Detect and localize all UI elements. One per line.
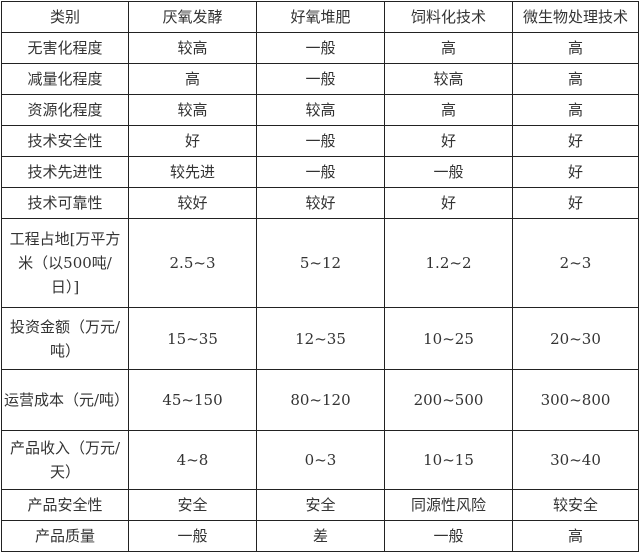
- table-row: 无害化程度 较高 一般高高: [1, 32, 639, 64]
- row-label: 减量化程度: [1, 63, 129, 95]
- table-cell: 2.5~3: [128, 218, 257, 308]
- table-cell: 5~12: [256, 218, 385, 308]
- table-cell: 高: [384, 94, 513, 126]
- table-cell: 一般: [384, 156, 513, 188]
- table-row: 技术可靠性 较好 较好好好: [1, 187, 639, 219]
- table-row: 产品安全性 安全 安全 同源性风险 较安全: [1, 489, 639, 521]
- table-cell: 安全: [256, 489, 385, 521]
- row-label: 技术先进性: [1, 156, 129, 188]
- table-cell: 20~30: [512, 307, 639, 370]
- table-cell: 好: [384, 187, 513, 219]
- table-cell: 15~35: [128, 307, 257, 370]
- table-cell: 一般: [384, 520, 513, 552]
- table-cell: 45~150: [128, 369, 257, 431]
- table-cell: 1.2~2: [384, 218, 513, 308]
- table-cell: 12~35: [256, 307, 385, 370]
- table-row: 产品收入（万元/天） 4~8 0~3 10~15 30~40: [1, 430, 639, 490]
- table-cell: 一般: [256, 63, 385, 95]
- row-label: 无害化程度: [1, 32, 129, 64]
- table-cell: 高: [512, 94, 639, 126]
- table-cell: 0~3: [256, 430, 385, 490]
- table-row: 资源化程度 较高 较高高高: [1, 94, 639, 126]
- table-cell: 一般: [128, 520, 257, 552]
- table-cell: 30~40: [512, 430, 639, 490]
- table-cell: 高: [128, 63, 257, 95]
- header-cell: 饲料化技术: [384, 1, 513, 33]
- table-cell: 高: [384, 32, 513, 64]
- table-cell: 一般: [256, 125, 385, 157]
- table-cell: 80~120: [256, 369, 385, 431]
- row-label: 投资金额（万元/吨）: [1, 307, 129, 370]
- header-row: 类别 厌氧发酵 好氧堆肥 饲料化技术 微生物处理技术: [1, 1, 639, 33]
- table-cell: 较好: [128, 187, 257, 219]
- table-cell: 较高: [384, 63, 513, 95]
- header-cell: 厌氧发酵: [128, 1, 257, 33]
- table-cell: 好: [128, 125, 257, 157]
- table-cell: 高: [512, 63, 639, 95]
- table-cell: 较先进: [128, 156, 257, 188]
- table-cell: 较高: [256, 94, 385, 126]
- row-label: 产品收入（万元/天）: [1, 430, 129, 490]
- table-cell: 较好: [256, 187, 385, 219]
- table-cell: 高: [512, 32, 639, 64]
- table-cell: 10~15: [384, 430, 513, 490]
- table-cell: 一般: [256, 32, 385, 64]
- row-label: 资源化程度: [1, 94, 129, 126]
- table-cell: 较高: [128, 94, 257, 126]
- table-row: 产品质量 一般差一般高: [1, 520, 639, 552]
- table-cell: 10~25: [384, 307, 513, 370]
- table-cell: 4~8: [128, 430, 257, 490]
- row-label: 技术安全性: [1, 125, 129, 157]
- table-cell: 差: [256, 520, 385, 552]
- row-label: 产品安全性: [1, 489, 129, 521]
- table-cell: 高: [512, 520, 639, 552]
- table-row: 投资金额（万元/吨） 15~35 12~35 10~25 20~30: [1, 307, 639, 370]
- table-row: 技术先进性 较先进 一般 一般好: [1, 156, 639, 188]
- header-cell: 微生物处理技术: [512, 1, 639, 33]
- table-cell: 好: [512, 187, 639, 219]
- table-cell: 200~500: [384, 369, 513, 431]
- header-cell: 类别: [1, 1, 129, 33]
- table-cell: 安全: [128, 489, 257, 521]
- table-cell: 较安全: [512, 489, 639, 521]
- table-cell: 2~3: [512, 218, 639, 308]
- table-cell: 好: [512, 156, 639, 188]
- row-label: 技术可靠性: [1, 187, 129, 219]
- row-label: 运营成本（元/吨）: [1, 369, 129, 431]
- table-cell: 一般: [256, 156, 385, 188]
- row-label: 工程占地[万平方米（以500吨/日）]: [1, 218, 129, 308]
- table-cell: 好: [512, 125, 639, 157]
- table-row: 技术安全性好一般好好: [1, 125, 639, 157]
- header-cell: 好氧堆肥: [256, 1, 385, 33]
- table-cell: 300~800: [512, 369, 639, 431]
- table-cell: 好: [384, 125, 513, 157]
- table-row: 减量化程度高一般 较高高: [1, 63, 639, 95]
- table-cell: 较高: [128, 32, 257, 64]
- row-label: 产品质量: [1, 520, 129, 552]
- table-row: 工程占地[万平方米（以500吨/日）] 2.5~3 5~12 1.2~2 2~3: [1, 218, 639, 308]
- table-cell: 同源性风险: [384, 489, 513, 521]
- table-row: 运营成本（元/吨） 45~150 80~120 200~500 300~800: [1, 369, 639, 431]
